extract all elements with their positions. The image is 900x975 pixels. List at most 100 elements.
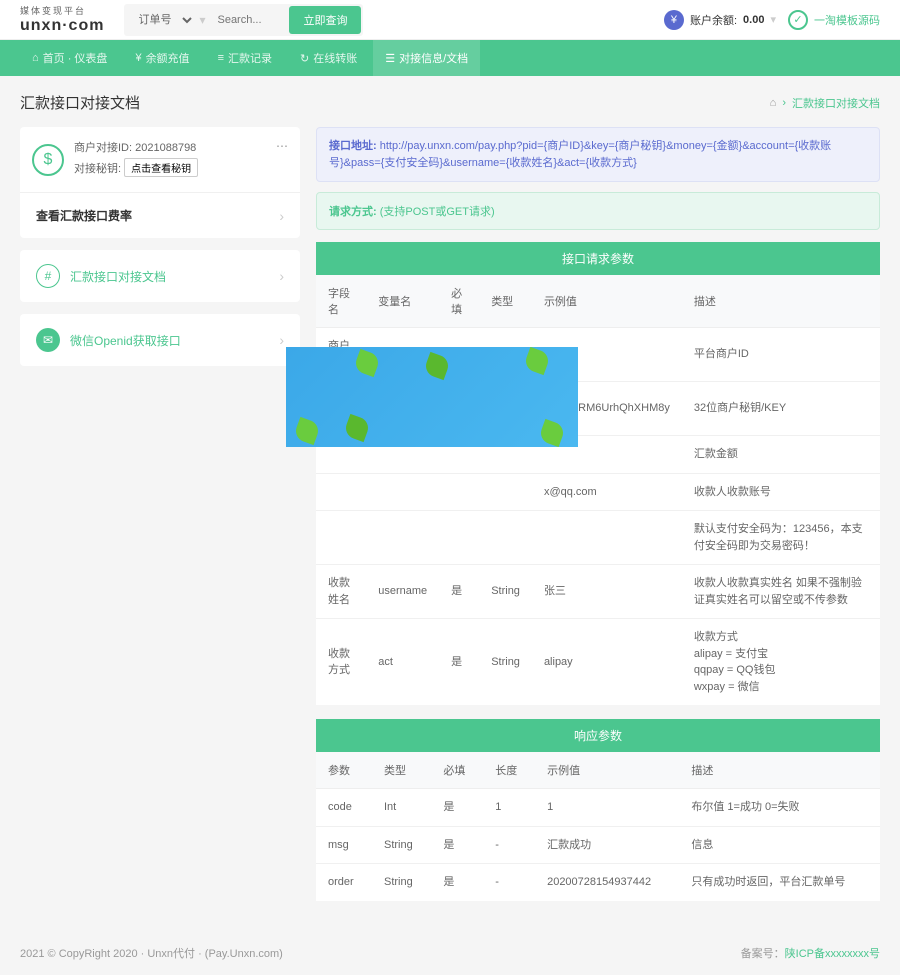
th: 必填 bbox=[431, 752, 483, 789]
table-cell: code bbox=[316, 789, 372, 827]
nav-docs[interactable]: ☰ 对接信息/文档 bbox=[373, 40, 480, 76]
nav-records[interactable]: ≡ 汇款记录 bbox=[206, 40, 284, 76]
merchant-info: 商户对接ID: 2021088798 对接秘钥: 点击查看秘钥 bbox=[74, 139, 288, 180]
th: 描述 bbox=[679, 752, 880, 789]
table-cell bbox=[439, 511, 479, 565]
search-group: 订单号 ▾ 立即查询 bbox=[124, 4, 363, 36]
method-label: 请求方式: bbox=[329, 206, 377, 218]
logo-subtitle: 媒体变现平台 bbox=[20, 4, 104, 17]
sidebar-link-rate[interactable]: 查看汇款接口费率 › bbox=[20, 192, 300, 238]
table-cell bbox=[316, 511, 366, 565]
th: 长度 bbox=[483, 752, 535, 789]
table-cell bbox=[439, 473, 479, 511]
table-cell bbox=[532, 511, 682, 565]
balance-value: 0.00 bbox=[743, 14, 764, 26]
merchant-card: $ 商户对接ID: 2021088798 对接秘钥: 点击查看秘钥 ⋯ bbox=[20, 127, 300, 238]
method-text: (支持POST或GET请求) bbox=[380, 206, 495, 218]
table-cell: 1 bbox=[535, 789, 679, 827]
topbar: 媒体变现平台 unxn·com 订单号 ▾ 立即查询 ¥ 账户余额: 0.00 … bbox=[0, 0, 900, 40]
table-cell: 是 bbox=[431, 789, 483, 827]
main-content: 接口地址: http://pay.unxn.com/pay.php?pid={商… bbox=[316, 127, 880, 915]
merchant-id-label: 商户对接ID: bbox=[74, 142, 132, 154]
th: 参数 bbox=[316, 752, 372, 789]
table-cell: 张三 bbox=[532, 565, 682, 619]
table-cell: 收款方式 bbox=[316, 619, 366, 706]
page-header: 汇款接口对接文档 ⌂ › 汇款接口对接文档 bbox=[20, 92, 880, 113]
decorative-overlay bbox=[286, 347, 578, 447]
search-button[interactable]: 立即查询 bbox=[289, 6, 361, 34]
table-cell: 收款姓名 bbox=[316, 565, 366, 619]
table-cell: 汇款成功 bbox=[535, 826, 679, 864]
table-cell: x@qq.com bbox=[532, 473, 682, 511]
home-icon[interactable]: ⌂ bbox=[770, 97, 777, 109]
merchant-id-value: 2021088798 bbox=[135, 142, 196, 154]
nav-recharge[interactable]: ¥ 余额充值 bbox=[123, 40, 201, 76]
sidebar-link-doc[interactable]: # 汇款接口对接文档 › bbox=[20, 250, 300, 302]
params-title: 接口请求参数 bbox=[316, 242, 880, 275]
table-header-row: 参数 类型 必填 长度 示例值 描述 bbox=[316, 752, 880, 789]
more-icon[interactable]: ⋯ bbox=[276, 139, 288, 153]
table-cell: act bbox=[366, 619, 439, 706]
link-label: 汇款接口对接文档 bbox=[70, 268, 166, 285]
chevron-down-icon: ▾ bbox=[770, 13, 776, 26]
url-value: http://pay.unxn.com/pay.php?pid={商户ID}&k… bbox=[329, 140, 831, 169]
search-type-dropdown[interactable]: 订单号 bbox=[126, 9, 195, 31]
th: 示例值 bbox=[532, 275, 682, 328]
chevron-right-icon: › bbox=[279, 208, 284, 224]
transfer-icon: ↻ bbox=[300, 52, 309, 65]
topbar-right: ¥ 账户余额: 0.00 ▾ ✓ 一淘模板源码 bbox=[664, 10, 880, 30]
api-url-box: 接口地址: http://pay.unxn.com/pay.php?pid={商… bbox=[316, 127, 880, 182]
table-cell bbox=[316, 473, 366, 511]
table-cell: alipay bbox=[532, 619, 682, 706]
wechat-icon: ✉ bbox=[36, 328, 60, 352]
nav-dashboard[interactable]: ⌂ 首页 · 仪表盘 bbox=[20, 40, 119, 76]
nav-label: 首页 · 仪表盘 bbox=[43, 50, 108, 66]
table-cell: 平台商户ID bbox=[682, 328, 880, 382]
table-cell: 是 bbox=[431, 826, 483, 864]
table-row: 收款方式act是Stringalipay收款方式 alipay = 支付宝 qq… bbox=[316, 619, 880, 706]
chevron-right-icon: › bbox=[279, 268, 284, 284]
user-avatar-icon: ✓ bbox=[788, 10, 808, 30]
th: 示例值 bbox=[535, 752, 679, 789]
table-row: msgString是-汇款成功信息 bbox=[316, 826, 880, 864]
logo[interactable]: 媒体变现平台 unxn·com bbox=[20, 4, 104, 35]
footer-icp: 备案号：陕ICP备xxxxxxxx号 bbox=[741, 945, 880, 961]
balance-display[interactable]: ¥ 账户余额: 0.00 ▾ bbox=[664, 10, 776, 30]
hash-icon: # bbox=[36, 264, 60, 288]
table-cell: 汇款金额 bbox=[682, 436, 880, 474]
table-cell: 是 bbox=[439, 619, 479, 706]
logo-main: unxn·com bbox=[20, 17, 104, 35]
footer-copyright: 2021 © CopyRight 2020 · Unxn代付 · (Pay.Un… bbox=[20, 945, 283, 961]
main-nav: ⌂ 首页 · 仪表盘 ¥ 余额充值 ≡ 汇款记录 ↻ 在线转账 ☰ 对接信息/文… bbox=[0, 40, 900, 76]
nav-transfer[interactable]: ↻ 在线转账 bbox=[288, 40, 369, 76]
sidebar-link-openid[interactable]: ✉ 微信Openid获取接口 › bbox=[20, 314, 300, 366]
nav-label: 对接信息/文档 bbox=[399, 50, 468, 66]
merchant-icon: $ bbox=[32, 144, 64, 176]
balance-label: 账户余额: bbox=[690, 12, 737, 28]
nav-label: 汇款记录 bbox=[228, 50, 272, 66]
params-section: 接口请求参数 字段名 变量名 必填 类型 示例值 描述 商户IDpid是Stri… bbox=[316, 242, 880, 705]
search-input[interactable] bbox=[209, 10, 289, 30]
th: 字段名 bbox=[316, 275, 366, 328]
nav-label: 余额充值 bbox=[146, 50, 190, 66]
table-cell: 只有成功时返回，平台汇款单号 bbox=[679, 864, 880, 901]
table-row: x@qq.com收款人收款账号 bbox=[316, 473, 880, 511]
table-cell: 收款人收款账号 bbox=[682, 473, 880, 511]
doc-icon: ☰ bbox=[385, 52, 395, 65]
table-cell bbox=[366, 473, 439, 511]
link-label: 查看汇款接口费率 bbox=[36, 207, 132, 224]
table-cell: 是 bbox=[439, 565, 479, 619]
view-key-button[interactable]: 点击查看秘钥 bbox=[124, 158, 198, 177]
user-name: 一淘模板源码 bbox=[814, 12, 880, 28]
table-cell: 信息 bbox=[679, 826, 880, 864]
chevron-right-icon: › bbox=[279, 332, 284, 348]
table-cell: - bbox=[483, 864, 535, 901]
user-menu[interactable]: ✓ 一淘模板源码 bbox=[788, 10, 880, 30]
table-cell: 收款人收款真实姓名 如果不强制验证真实姓名可以留空或不传参数 bbox=[682, 565, 880, 619]
th: 类型 bbox=[372, 752, 431, 789]
table-cell: Int bbox=[372, 789, 431, 827]
table-cell: 20200728154937442 bbox=[535, 864, 679, 901]
breadcrumb-current: 汇款接口对接文档 bbox=[792, 95, 880, 111]
table-cell: 32位商户秘钥/KEY bbox=[682, 382, 880, 436]
table-row: orderString是-20200728154937442只有成功时返回，平台… bbox=[316, 864, 880, 901]
